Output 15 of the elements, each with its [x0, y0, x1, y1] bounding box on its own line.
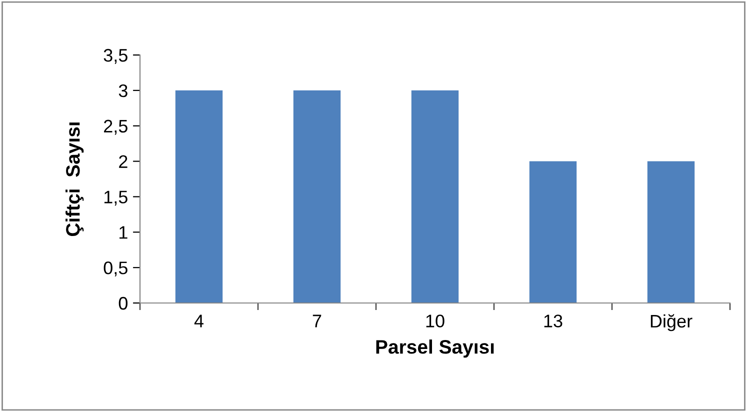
x-tick-label: 7	[312, 314, 322, 328]
y-tick-label: 0	[118, 296, 128, 310]
x-tick-label: Diğer	[650, 314, 692, 332]
y-tick-label: 2,5	[104, 120, 128, 135]
x-tick-label: 4	[194, 314, 204, 328]
y-tick-label: 2	[119, 155, 128, 168]
y-tick-label: 3,5	[104, 48, 128, 64]
y-tick-label: 1	[120, 226, 128, 239]
y-tick-label: 3	[118, 84, 128, 98]
x-tick-label: 10	[426, 314, 444, 328]
y-axis-title: Çiftçi Sayısı	[66, 122, 84, 236]
x-tick-label: 13	[544, 314, 562, 328]
x-axis-title: Parsel Sayısı	[376, 340, 494, 358]
y-tick-label: 0,5	[104, 262, 128, 276]
y-tick-label: 1,5	[104, 190, 128, 206]
